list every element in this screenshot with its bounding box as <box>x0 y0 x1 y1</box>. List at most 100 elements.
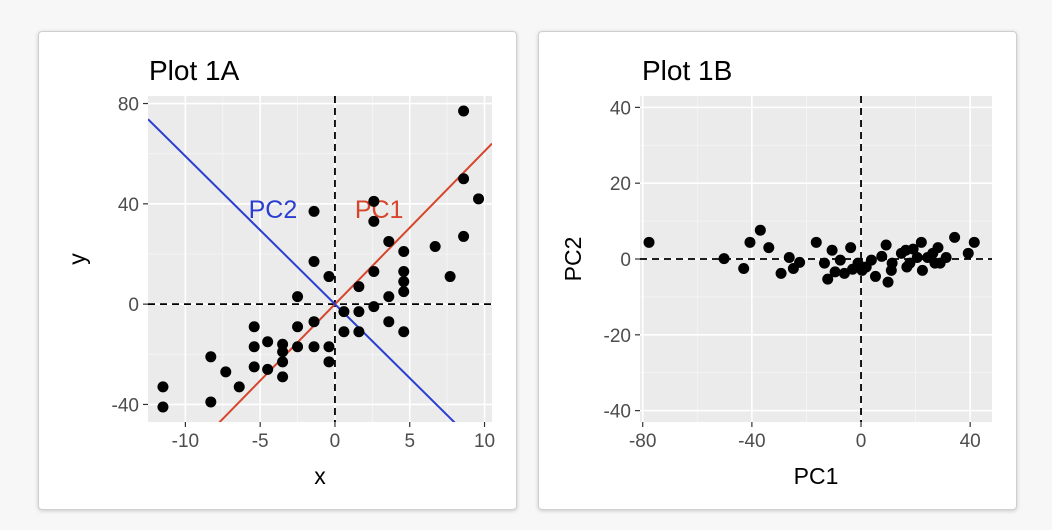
data-point <box>205 351 217 363</box>
plot-1a-panel: Plot 1A -10 -5 0 5 10 -40 0 40 80 PC1 PC2 x y <box>38 31 517 510</box>
data-point <box>292 291 304 303</box>
data-point <box>262 363 274 375</box>
data-point <box>292 341 304 353</box>
chart-title: Plot 1B <box>642 55 732 86</box>
data-point <box>794 256 806 268</box>
y-tick-label: -20 <box>604 326 631 347</box>
data-point <box>818 257 830 269</box>
y-tick-label: 40 <box>118 195 139 216</box>
x-tick-label: 10 <box>474 431 495 452</box>
data-point <box>907 243 919 255</box>
y-tick-label: 20 <box>610 174 631 195</box>
data-point <box>368 266 380 278</box>
data-point <box>916 264 928 276</box>
data-point <box>398 245 410 257</box>
y-axis-title: y <box>64 253 90 265</box>
data-point <box>157 381 169 393</box>
data-point <box>911 251 923 263</box>
data-point <box>323 341 335 353</box>
data-point <box>248 341 260 353</box>
data-point <box>277 346 289 358</box>
data-point <box>869 270 881 282</box>
data-point <box>353 306 365 318</box>
component-line-pc1 <box>218 142 492 422</box>
data-point <box>845 242 857 254</box>
data-point <box>458 173 470 185</box>
x-axis-title: x <box>314 463 326 489</box>
x-tick-label: 40 <box>960 431 981 452</box>
data-point <box>353 281 365 293</box>
data-point <box>292 321 304 333</box>
data-point <box>876 250 888 262</box>
data-point <box>880 239 892 251</box>
data-point <box>277 338 289 350</box>
data-point <box>458 105 470 117</box>
data-point <box>205 396 217 408</box>
data-point <box>383 291 395 303</box>
data-point <box>775 267 787 279</box>
data-point <box>398 326 410 338</box>
data-point <box>308 205 320 217</box>
data-point <box>932 242 944 254</box>
data-point <box>398 286 410 298</box>
data-point <box>829 266 841 278</box>
data-point <box>444 271 456 283</box>
data-point <box>718 253 730 265</box>
data-point <box>368 301 380 313</box>
x-tick-label: -5 <box>252 431 269 452</box>
data-point <box>834 254 846 266</box>
data-point <box>157 401 169 413</box>
plot-background <box>148 96 492 422</box>
data-point <box>915 236 927 248</box>
y-tick-label: 0 <box>128 295 139 316</box>
data-point <box>248 361 260 373</box>
x-tick-label: -80 <box>629 431 656 452</box>
plot-1b-chart: Plot 1B -80 -40 0 40 -40 -20 0 20 40 PC1 PC2 <box>560 55 992 489</box>
data-point <box>277 371 289 383</box>
data-point <box>353 326 365 338</box>
y-axis-title: PC2 <box>560 237 586 282</box>
data-point <box>262 336 274 348</box>
data-point <box>368 215 380 227</box>
data-point <box>383 235 395 247</box>
y-tick-label: -40 <box>112 395 139 416</box>
data-point <box>248 321 260 333</box>
x-tick-label: 0 <box>330 431 341 452</box>
y-tick-label: 0 <box>620 250 631 271</box>
x-tick-label: -10 <box>172 431 199 452</box>
data-point <box>308 316 320 328</box>
chart-title: Plot 1A <box>149 55 240 86</box>
data-point <box>473 193 485 205</box>
data-point <box>308 341 320 353</box>
x-tick-label: 0 <box>856 431 867 452</box>
data-point <box>383 316 395 328</box>
component-line-pc2 <box>148 118 456 422</box>
plot-1b-panel: Plot 1B -80 -40 0 40 -40 -20 0 20 40 PC1 PC2 <box>538 31 1017 510</box>
y-tick-label: -40 <box>604 402 631 423</box>
data-point <box>968 236 980 248</box>
data-point <box>738 262 750 274</box>
y-tick-label: 40 <box>610 98 631 119</box>
data-point <box>398 276 410 288</box>
data-point <box>220 366 232 378</box>
data-point <box>233 381 245 393</box>
x-tick-label: 5 <box>404 431 415 452</box>
data-point <box>822 273 834 285</box>
data-point <box>338 306 350 318</box>
component-label-pc2: PC2 <box>249 196 298 224</box>
data-point <box>763 242 775 254</box>
data-point <box>338 326 350 338</box>
data-point <box>744 236 756 248</box>
data-point <box>838 267 850 279</box>
data-point <box>810 236 822 248</box>
data-point <box>398 266 410 278</box>
data-point <box>949 231 961 243</box>
data-point <box>783 251 795 263</box>
data-point <box>886 257 898 269</box>
data-point <box>429 240 441 252</box>
data-point <box>962 247 974 259</box>
data-point <box>826 244 838 256</box>
data-point <box>308 256 320 268</box>
data-point <box>643 236 655 248</box>
data-point <box>323 271 335 283</box>
